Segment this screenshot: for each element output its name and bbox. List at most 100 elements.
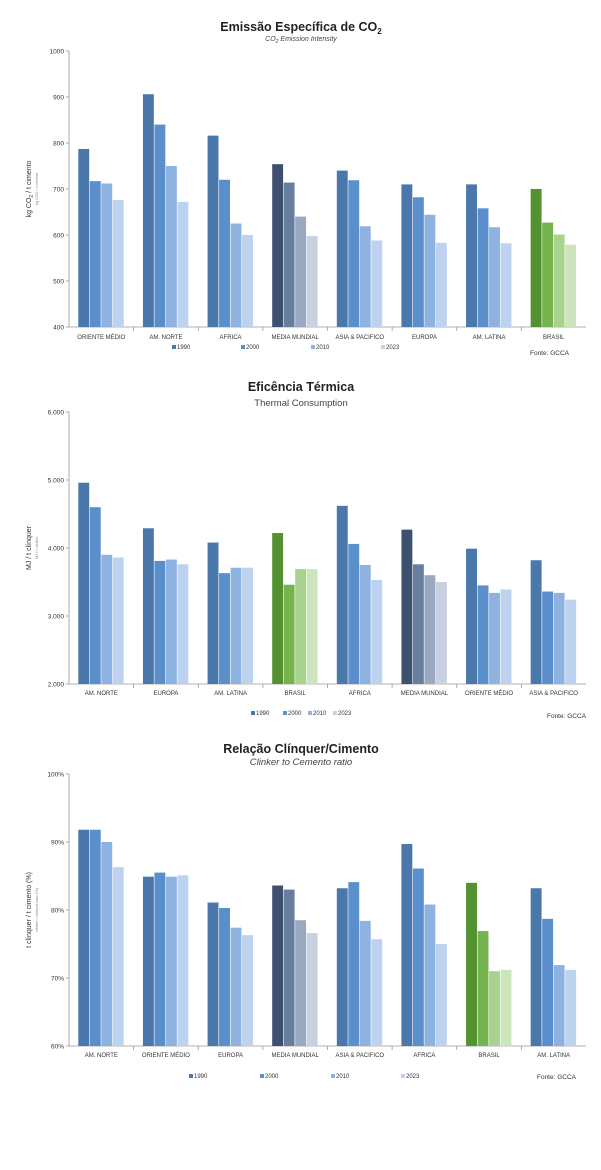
bar-2010-4: [359, 565, 371, 684]
bar-2000-5: [412, 197, 424, 327]
legend-label-2023: 2023: [386, 345, 400, 351]
bar-1990-2: [207, 542, 219, 684]
chart-title-text: Emissão Específica de CO: [220, 20, 377, 34]
y-axis-sublabel: clinker / cement ratio (%): [34, 887, 39, 932]
bar-2023-6: [500, 969, 512, 1046]
legend-label-2010: 2010: [336, 1074, 350, 1080]
bar-2000-6: [477, 585, 489, 684]
bar-1990-5: [401, 184, 413, 327]
y-axis-label: kg CO2 / t cimento: [26, 160, 35, 217]
bar-2000-3: [283, 889, 295, 1046]
y-tick-label: 700: [53, 187, 64, 194]
bar-2023-4: [371, 579, 383, 684]
bar-1990-7: [530, 888, 542, 1046]
bar-1990-4: [336, 170, 348, 327]
bar-2023-3: [306, 235, 318, 327]
legend-label-2023: 2023: [406, 1074, 420, 1080]
category-label: AM. LATINA: [473, 335, 506, 341]
bar-2023-0: [112, 867, 124, 1046]
y-axis-label: MJ / t clínquer: [26, 525, 33, 570]
bar-2000-7: [542, 591, 554, 684]
category-label: BRASIL: [478, 1053, 500, 1059]
chart-subtitle: CO2 Emission Intensity: [265, 36, 337, 45]
legend-label-1990: 1990: [256, 711, 270, 717]
y-tick-label: 800: [53, 141, 64, 148]
category-label: ORIENTE MÉDIO: [465, 690, 513, 697]
y-axis-label: t clínquer / t cimento (%): [26, 872, 33, 948]
category-label: ASIA & PACIFICO: [336, 335, 385, 341]
bar-2000-1: [154, 124, 166, 327]
bar-1990-6: [466, 184, 477, 327]
legend-label-2000: 2000: [288, 711, 302, 717]
bar-2023-1: [177, 564, 189, 684]
bar-2023-2: [242, 935, 253, 1046]
bar-2000-4: [348, 543, 360, 684]
category-label: EUROPA: [412, 335, 437, 341]
bar-2000-1: [154, 872, 166, 1046]
bar-2010-7: [553, 234, 565, 327]
category-label: ORIENTE MÉDIO: [77, 334, 125, 341]
bar-1990-1: [142, 94, 154, 328]
bar-1990-1: [142, 528, 154, 684]
bar-2010-4: [359, 920, 371, 1046]
y-axis-label-text: t clínquer / t cimento (%): [26, 872, 33, 948]
bar-1990-0: [78, 829, 90, 1046]
bar-2010-2: [230, 223, 242, 327]
bar-1990-2: [207, 902, 219, 1046]
bar-2000-6: [477, 208, 489, 327]
bar-1990-5: [401, 529, 413, 684]
category-label: MEDIA MUNDIAL: [272, 1053, 320, 1059]
bar-2010-6: [489, 227, 500, 327]
legend-swatch-2000: [283, 711, 287, 715]
bar-2000-4: [348, 180, 360, 327]
legend-swatch-2010: [331, 1074, 335, 1078]
bar-2010-6: [489, 592, 500, 684]
chart-2: Eficência Térmica Thermal Consumption 2.00…: [26, 380, 587, 720]
y-axis-label-subscript: 2: [29, 195, 35, 198]
y-tick-label: 3.000: [48, 614, 65, 621]
y-tick-label: 900: [53, 95, 64, 102]
source-label: Fonte: GCCA: [547, 713, 587, 720]
bar-2010-6: [489, 971, 500, 1046]
bar-2010-5: [424, 904, 436, 1046]
category-label: AM. NORTE: [85, 1053, 118, 1059]
chart-subtitle-rest: Emission Intensity: [278, 36, 337, 43]
legend-label-2000: 2000: [265, 1074, 279, 1080]
y-tick-label: 400: [53, 325, 64, 332]
bar-2000-5: [412, 564, 424, 684]
bar-2023-7: [565, 599, 577, 684]
category-label: AM. LATINA: [214, 691, 247, 697]
bar-2000-0: [89, 507, 101, 684]
y-tick-label: 70%: [51, 976, 64, 983]
bar-1990-2: [207, 135, 219, 327]
bar-2000-4: [348, 882, 360, 1046]
bar-2010-1: [165, 166, 177, 327]
bar-1990-0: [78, 148, 90, 327]
y-tick-label: 6.000: [48, 410, 65, 417]
category-label: AFRICA: [220, 335, 242, 341]
chart-title-text: Relação Clínquer/Cimento: [223, 742, 379, 756]
y-tick-label: 60%: [51, 1044, 64, 1051]
y-tick-label: 2.000: [48, 682, 65, 689]
bar-2023-2: [242, 235, 253, 327]
legend-label-2010: 2010: [316, 345, 330, 351]
bar-1990-3: [272, 885, 284, 1046]
bar-2010-1: [165, 559, 177, 684]
category-label: MEDIA MUNDIAL: [272, 335, 320, 341]
chart-subtitle: Thermal Consumption: [254, 398, 347, 409]
bar-1990-4: [336, 505, 348, 684]
y-tick-label: 1000: [50, 49, 65, 56]
category-label: ORIENTE MÉDIO: [142, 1052, 190, 1059]
bar-2000-1: [154, 560, 166, 684]
category-label: ASIA & PACIFICO: [336, 1053, 385, 1059]
chart-title: Emissão Específica de CO2: [220, 20, 382, 36]
category-label: BRASIL: [285, 691, 307, 697]
category-label: EUROPA: [153, 691, 178, 697]
bar-1990-5: [401, 844, 413, 1046]
bar-2023-4: [371, 939, 383, 1046]
y-tick-label: 600: [53, 233, 64, 240]
legend-swatch-2010: [311, 345, 315, 349]
chart-title-subscript: 2: [377, 27, 382, 36]
category-label: AFRICA: [349, 691, 371, 697]
